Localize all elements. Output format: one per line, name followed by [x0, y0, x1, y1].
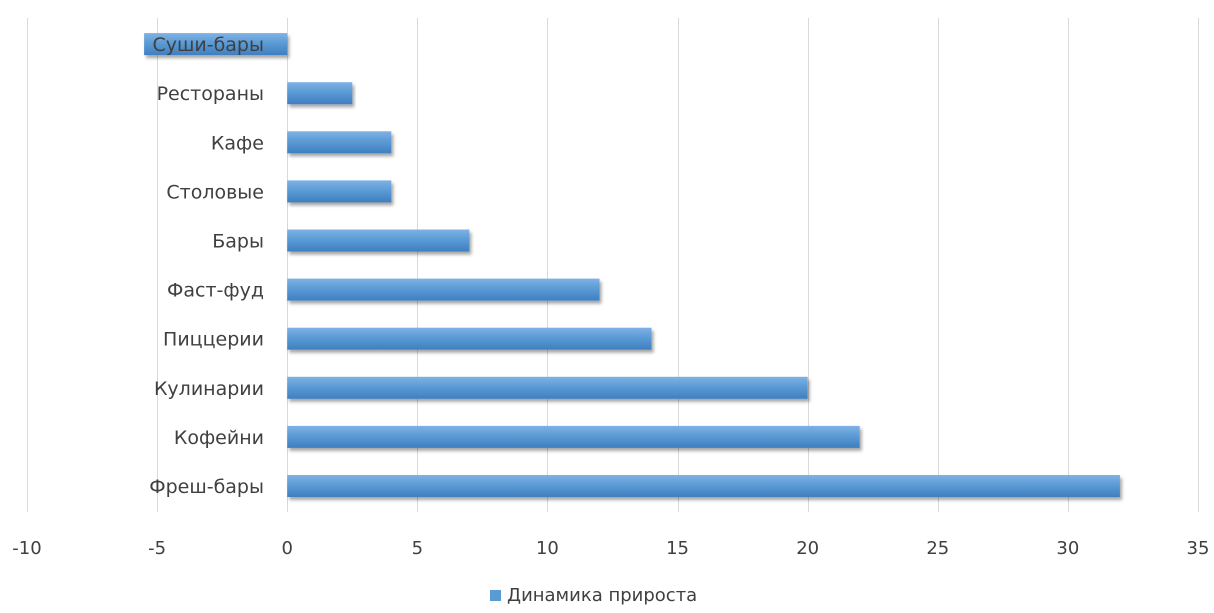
x-tick-label: 0 — [281, 538, 292, 559]
x-axis-tick-labels: -10 -5 0 5 10 15 20 25 30 35 — [12, 538, 1209, 559]
category-label: Суши-бары — [152, 34, 264, 56]
bar — [287, 180, 392, 203]
category-label: Кулинарии — [154, 378, 264, 400]
x-tick-label: -10 — [12, 538, 41, 559]
category-label: Фреш-бары — [149, 476, 264, 498]
x-tick-label: 5 — [412, 538, 423, 559]
x-tick-label: 30 — [1056, 538, 1079, 559]
bar — [287, 82, 353, 105]
bar — [287, 425, 860, 448]
bar — [287, 278, 600, 301]
legend-label: Динамика прироста — [507, 585, 697, 606]
category-label: Кафе — [211, 132, 264, 154]
x-tick-label: 10 — [536, 538, 559, 559]
category-labels: Фреш-бары Кофейни Кулинарии Пиццерии Фаст-фу… — [149, 34, 264, 498]
x-tick-label: -5 — [148, 538, 166, 559]
bar — [287, 229, 470, 252]
category-label: Кофейни — [174, 427, 264, 449]
x-tick-label: 15 — [666, 538, 689, 559]
bar — [287, 376, 808, 399]
category-label: Бары — [212, 231, 264, 253]
bar — [287, 475, 1120, 497]
x-tick-label: 25 — [926, 538, 949, 559]
bar — [144, 33, 288, 56]
bars — [144, 33, 1120, 497]
x-tick-label: 20 — [796, 538, 819, 559]
bar — [287, 131, 392, 154]
category-label: Столовые — [166, 181, 264, 203]
category-label: Фаст-фуд — [167, 280, 264, 302]
category-label: Пиццерии — [163, 329, 264, 351]
bar — [287, 327, 652, 350]
legend: Динамика прироста — [490, 585, 697, 606]
x-tick-label: 35 — [1187, 538, 1210, 559]
legend-swatch — [490, 590, 501, 601]
category-label: Рестораны — [157, 83, 264, 105]
